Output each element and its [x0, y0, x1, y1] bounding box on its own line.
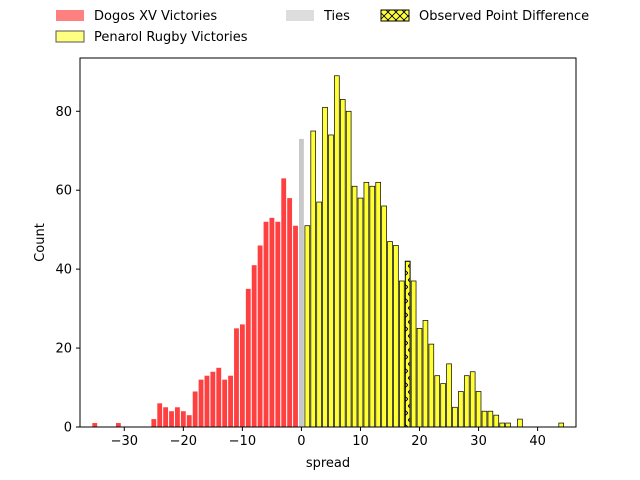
bar-dogos-xv-victories--19 [186, 415, 192, 427]
bar-penarol-rugby-victories-20 [416, 327, 423, 428]
bar-penarol-rugby-victories-9 [351, 185, 358, 428]
bar-penarol-rugby-victories-31 [481, 410, 488, 428]
bar-dogos-xv-victories--8 [251, 265, 257, 427]
bar-penarol-rugby-victories-32 [487, 410, 494, 428]
x-tick-label: 20 [411, 434, 428, 449]
bar-penarol-rugby-victories-8 [345, 110, 352, 428]
bar-penarol-rugby-victories-44 [558, 422, 565, 428]
legend-swatch-observed-hatch [380, 9, 410, 22]
bar-penarol-rugby-victories-3 [316, 201, 322, 428]
bar-penarol-rugby-victories-5 [328, 134, 334, 428]
legend-label-ties: Ties [323, 9, 350, 24]
legend-swatch-penarol [55, 30, 85, 43]
x-axis-ticks: −30 −20 −10 0 10 20 30 40 [111, 427, 546, 449]
legend-label-penarol: Penarol Rugby Victories [94, 30, 248, 45]
bar-penarol-rugby-victories-26 [452, 406, 458, 428]
bar-penarol-rugby-victories-35 [505, 422, 511, 428]
observed-bar-hatch [404, 260, 411, 428]
bar-penarol-rugby-victories-33 [493, 414, 500, 428]
legend-label-dogos: Dogos XV Victories [94, 9, 217, 24]
bar-penarol-rugby-victories-1 [304, 225, 311, 428]
x-tick-label: 40 [529, 434, 546, 449]
y-tick-label: 80 [55, 105, 72, 120]
bar-dogos-xv-victories--24 [157, 403, 163, 427]
bar-penarol-rugby-victories-24 [440, 383, 446, 428]
bars [92, 75, 565, 428]
bar-penarol-rugby-victories-28 [463, 375, 470, 428]
bar-penarol-rugby-victories-14 [381, 205, 387, 428]
bar-penarol-rugby-victories-12 [369, 185, 376, 428]
plot-frame [79, 57, 577, 428]
bar-dogos-xv-victories--10 [239, 324, 245, 427]
y-tick-label: 0 [64, 421, 72, 436]
bar-dogos-xv-victories--17 [198, 379, 204, 427]
legend-swatch-ties [286, 10, 314, 21]
bar-penarol-rugby-victories-34 [499, 422, 505, 428]
legend: Dogos XV Victories Penarol Rugby Victori… [55, 9, 589, 45]
x-axis-label: spread [306, 456, 350, 471]
y-tick-label: 60 [55, 184, 72, 199]
x-tick-label: −20 [170, 434, 197, 449]
bar-dogos-xv-victories--22 [169, 411, 174, 427]
y-tick-label: 20 [55, 342, 72, 357]
bar-dogos-xv-victories--35 [92, 423, 98, 427]
bar-dogos-xv-victories--9 [245, 288, 251, 427]
bar-dogos-xv-victories--23 [163, 407, 169, 427]
bar-penarol-rugby-victories-23 [434, 375, 441, 428]
bar-dogos-xv-victories--16 [204, 375, 210, 427]
y-axis-ticks: 0 20 40 60 80 [55, 105, 80, 436]
bar-dogos-xv-victories--11 [234, 328, 239, 427]
bar-penarol-rugby-victories-29 [469, 371, 476, 428]
bar-penarol-rugby-victories-37 [517, 418, 523, 428]
bar-penarol-rugby-victories-15 [387, 241, 393, 428]
bar-penarol-rugby-victories-11 [363, 181, 370, 428]
y-axis-label: Count [33, 223, 48, 262]
x-tick-label: −30 [111, 434, 138, 449]
bar-dogos-xv-victories--4 [275, 221, 281, 427]
bar-penarol-rugby-victories-10 [357, 197, 364, 428]
observed-point-difference [404, 260, 411, 428]
bar-penarol-rugby-victories-25 [446, 363, 452, 428]
bar-penarol-rugby-victories-7 [339, 99, 346, 428]
bar-penarol-rugby-victories-27 [458, 391, 464, 428]
bar-dogos-xv-victories--5 [269, 217, 275, 427]
bar-penarol-rugby-victories-16 [393, 245, 399, 428]
bar-penarol-rugby-victories-6 [334, 75, 340, 428]
legend-swatch-dogos [56, 10, 84, 21]
bar-penarol-rugby-victories-22 [428, 343, 435, 428]
bar-penarol-rugby-victories-4 [322, 106, 328, 428]
x-tick-label: 10 [352, 434, 369, 449]
bar-dogos-xv-victories--25 [151, 419, 157, 427]
bar-dogos-xv-victories--18 [192, 391, 198, 427]
bar-dogos-xv-victories--1 [293, 225, 298, 427]
bar-penarol-rugby-victories-13 [375, 181, 381, 428]
bar-dogos-xv-victories--7 [257, 245, 263, 427]
legend-label-observed: Observed Point Difference [419, 9, 589, 24]
y-tick-label: 40 [55, 263, 72, 278]
bar-penarol-rugby-victories-19 [410, 280, 417, 428]
bar-penarol-rugby-victories-30 [475, 391, 482, 428]
bar-dogos-xv-victories--31 [115, 423, 121, 427]
bar-dogos-xv-victories--13 [222, 379, 228, 427]
bar-penarol-rugby-victories-21 [422, 320, 429, 428]
bar-dogos-xv-victories--12 [228, 375, 233, 427]
bar-ties-0 [299, 138, 304, 427]
bar-dogos-xv-victories--15 [210, 371, 216, 427]
bar-dogos-xv-victories--3 [281, 178, 287, 427]
bar-dogos-xv-victories--2 [287, 198, 293, 427]
bar-dogos-xv-victories--20 [180, 411, 186, 427]
bar-penarol-rugby-victories-17 [399, 280, 405, 428]
x-tick-label: 30 [470, 434, 487, 449]
bar-dogos-xv-victories--14 [216, 367, 222, 427]
x-tick-label: −10 [229, 434, 256, 449]
x-tick-label: 0 [297, 434, 305, 449]
bar-dogos-xv-victories--21 [175, 407, 180, 427]
bar-penarol-rugby-victories-2 [310, 130, 317, 428]
bar-dogos-xv-victories--6 [263, 221, 269, 427]
